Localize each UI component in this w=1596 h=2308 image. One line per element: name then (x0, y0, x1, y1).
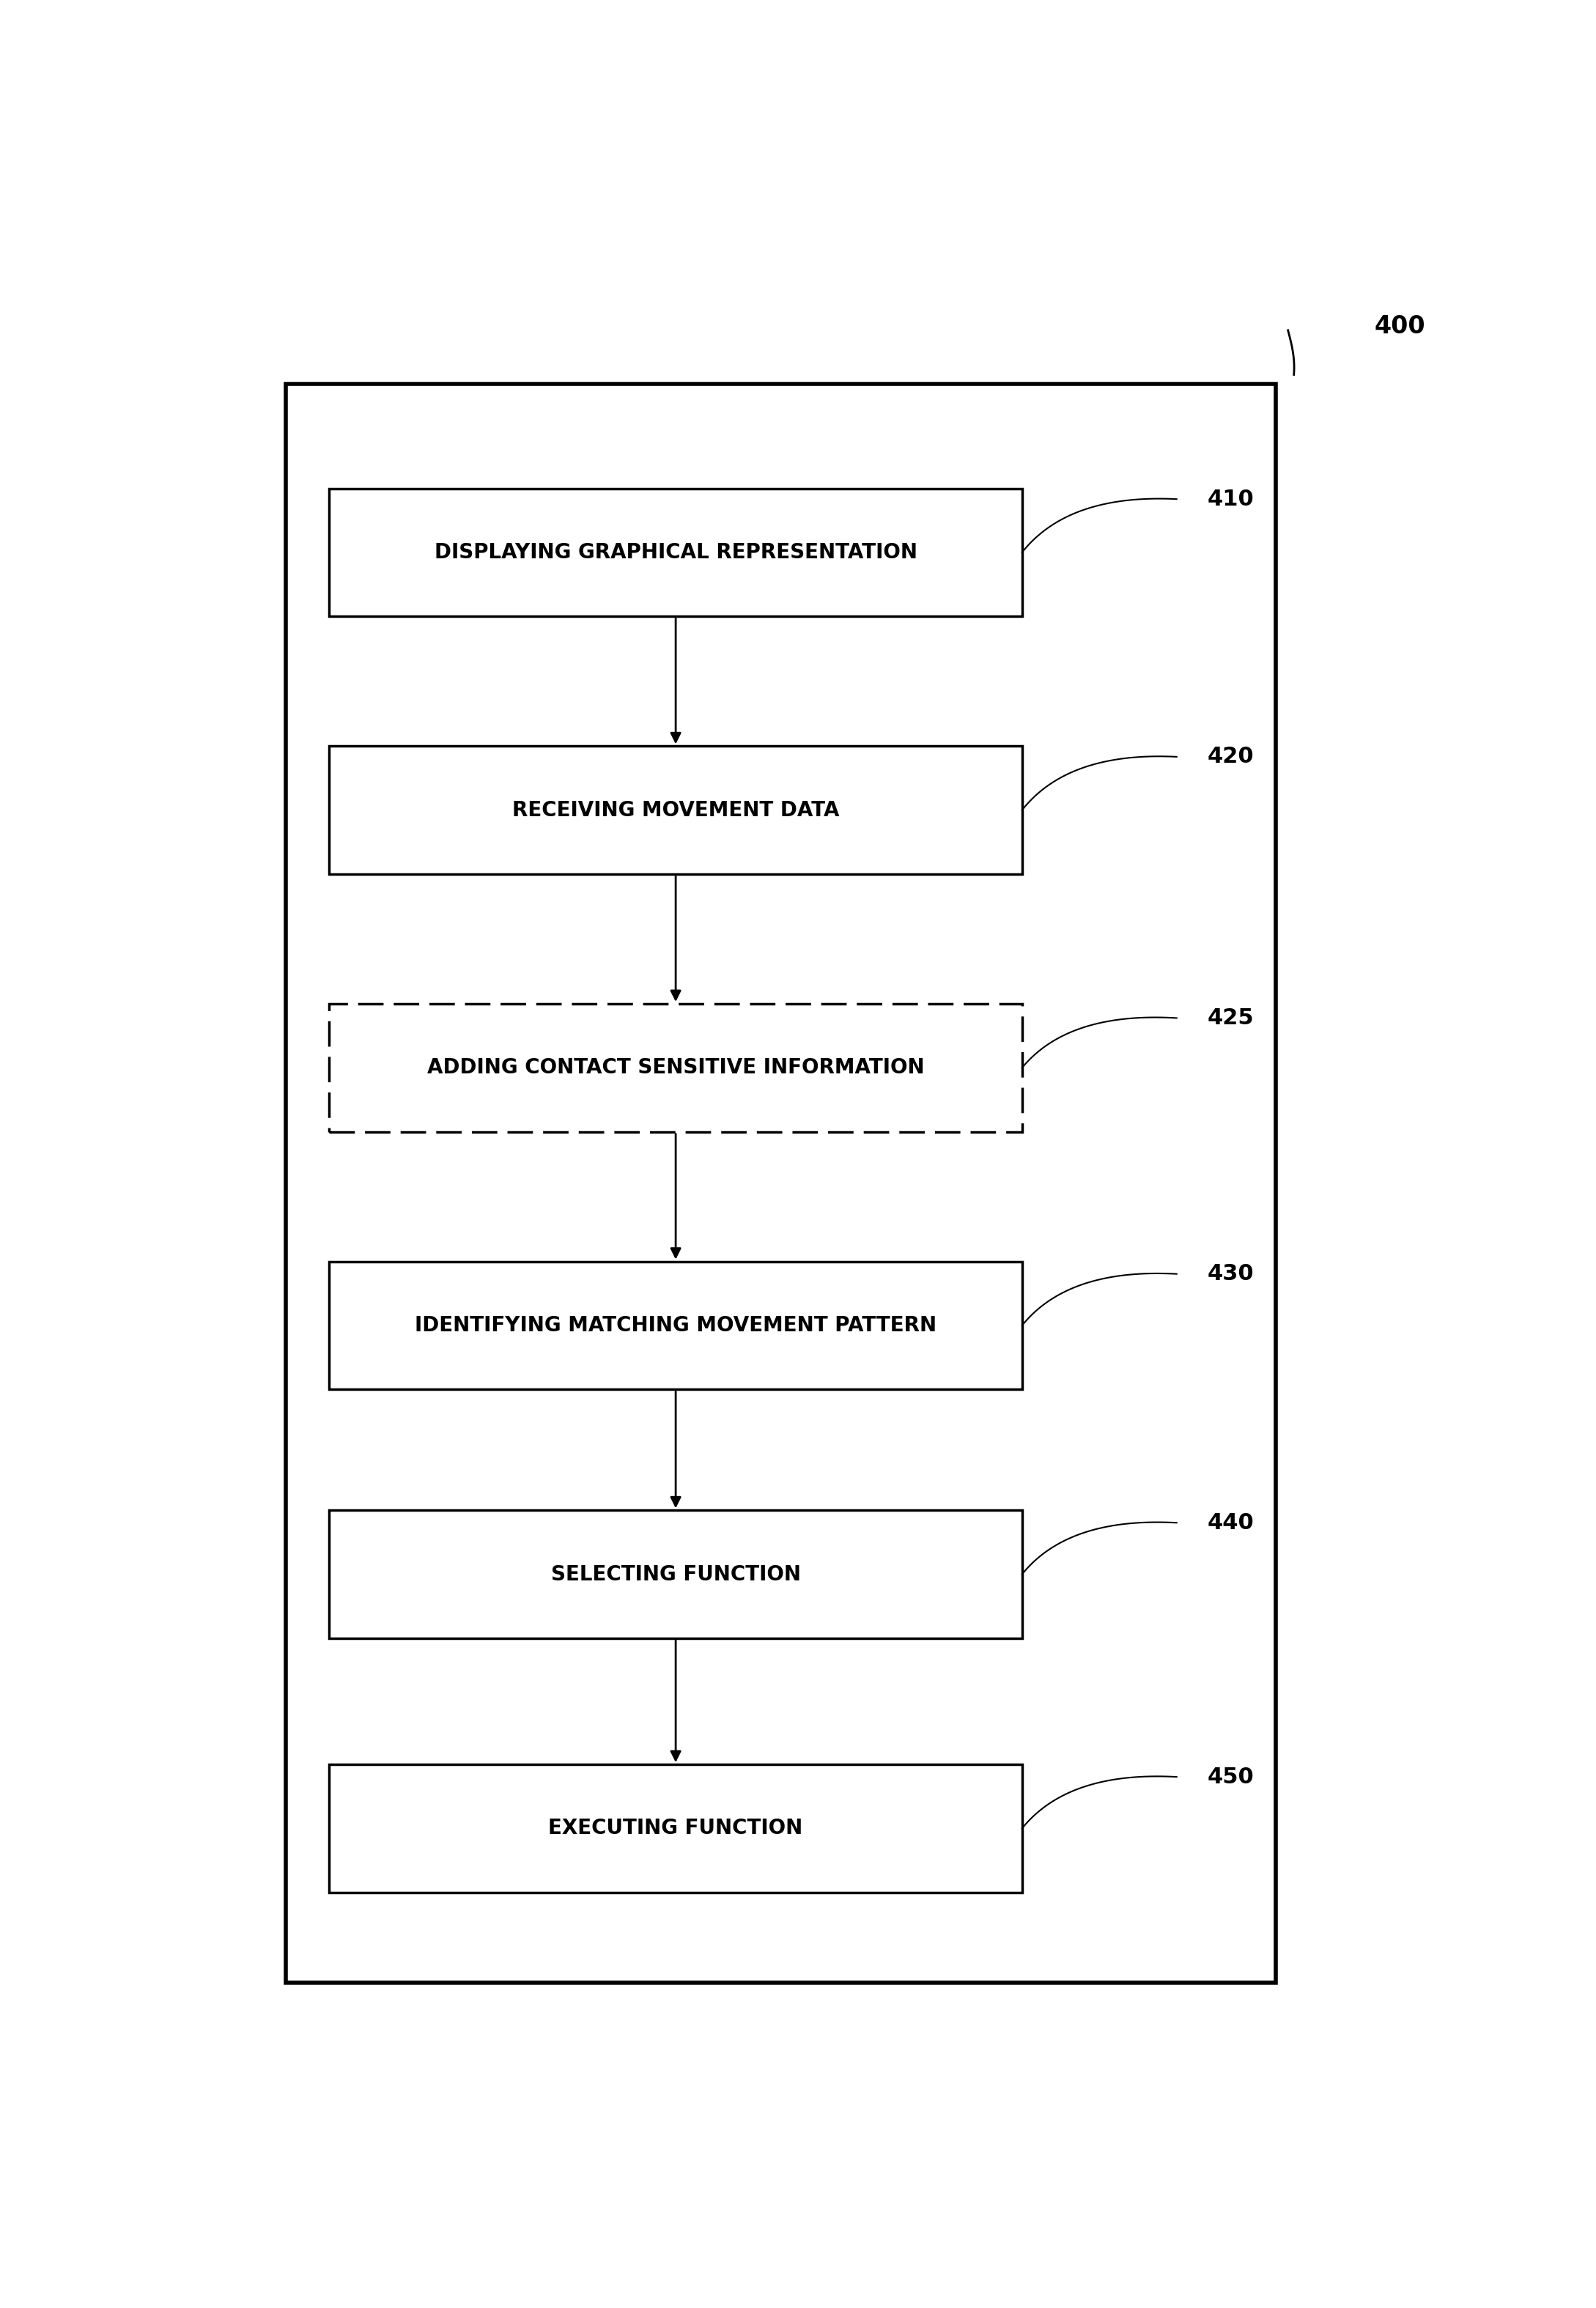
Text: SELECTING FUNCTION: SELECTING FUNCTION (551, 1565, 801, 1586)
Bar (329, 1509, 1021, 1639)
Text: EXECUTING FUNCTION: EXECUTING FUNCTION (549, 1819, 803, 1839)
Bar (329, 1262, 1021, 1389)
Text: 420: 420 (1208, 745, 1254, 769)
Text: 430: 430 (1208, 1262, 1254, 1286)
Bar (329, 489, 1021, 616)
Text: 400: 400 (1374, 314, 1425, 339)
Bar (329, 1004, 1021, 1131)
Text: ADDING CONTACT SENSITIVE INFORMATION: ADDING CONTACT SENSITIVE INFORMATION (428, 1057, 924, 1078)
Text: 425: 425 (1208, 1006, 1254, 1029)
Text: 440: 440 (1208, 1512, 1254, 1533)
Bar (286, 383, 1275, 1983)
Text: 410: 410 (1208, 489, 1254, 510)
Text: RECEIVING MOVEMENT DATA: RECEIVING MOVEMENT DATA (512, 801, 839, 819)
Text: IDENTIFYING MATCHING MOVEMENT PATTERN: IDENTIFYING MATCHING MOVEMENT PATTERN (415, 1316, 937, 1336)
Text: 450: 450 (1208, 1766, 1254, 1786)
Bar (329, 1763, 1021, 1893)
Bar (329, 745, 1021, 875)
Text: DISPLAYING GRAPHICAL REPRESENTATION: DISPLAYING GRAPHICAL REPRESENTATION (434, 542, 918, 563)
